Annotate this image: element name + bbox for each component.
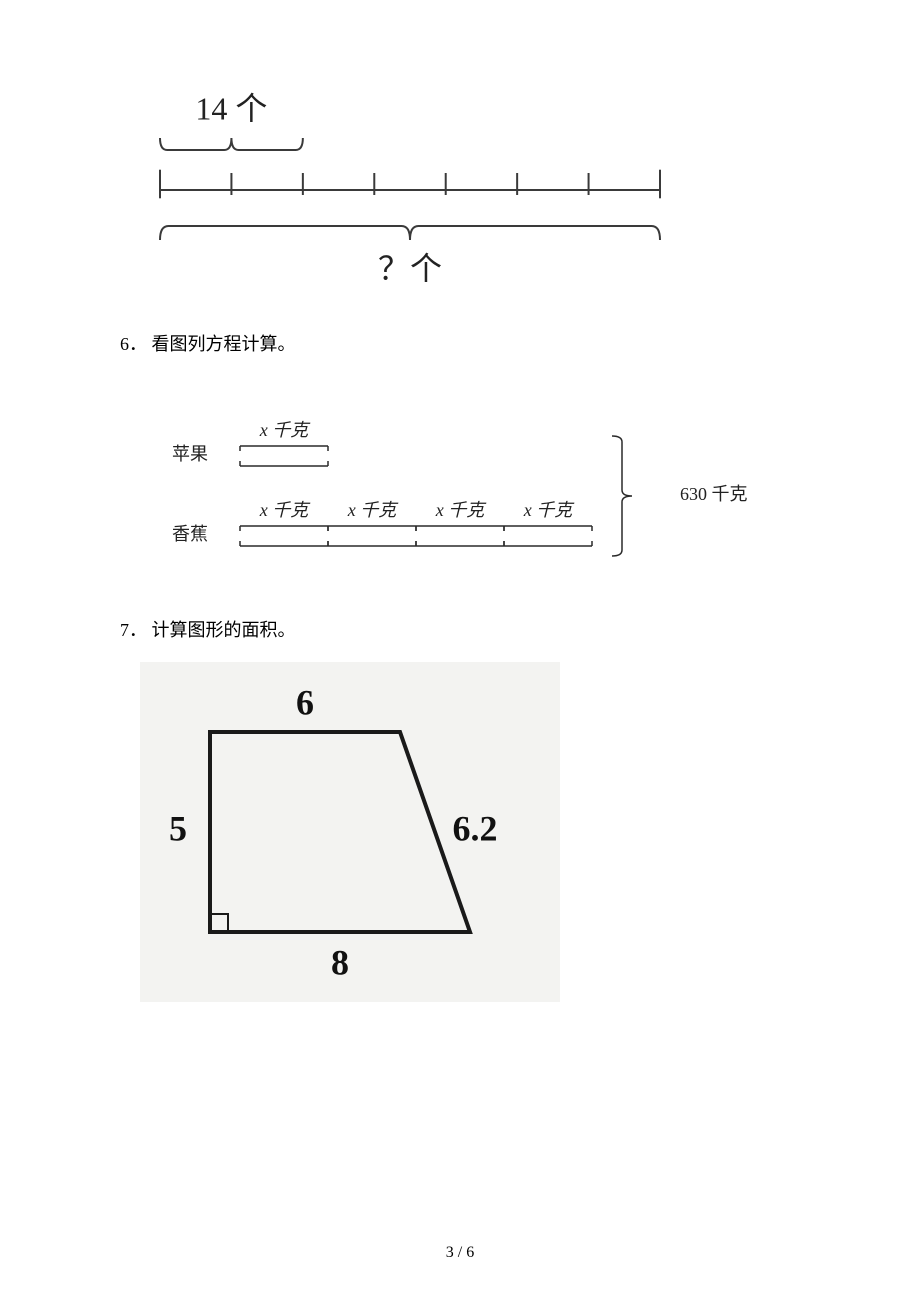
svg-text:5: 5: [169, 808, 187, 848]
svg-text:x 千克: x 千克: [259, 500, 311, 520]
svg-text:x 千克: x 千克: [347, 500, 399, 520]
svg-text:苹果: 苹果: [172, 444, 208, 464]
q6-bar-diagram: 苹果香蕉 x 千克 x 千克 x 千克 x 千克 x 千克 630 千克: [150, 376, 770, 576]
q6-text: 看图列方程计算。: [152, 334, 296, 354]
svg-text:x 千克: x 千克: [435, 500, 487, 520]
q7-text: 计算图形的面积。: [152, 620, 296, 640]
svg-text:630 千克: 630 千克: [680, 484, 748, 504]
svg-text:x 千克: x 千克: [259, 420, 311, 440]
svg-text:6: 6: [296, 682, 314, 722]
svg-text:14 个: 14 个: [195, 90, 267, 126]
svg-text:8: 8: [331, 942, 349, 982]
svg-text:x 千克: x 千克: [523, 500, 575, 520]
q6-prompt: 6． 看图列方程计算。: [120, 330, 800, 356]
svg-text:？个: ？个: [378, 250, 442, 286]
q7-prompt: 7． 计算图形的面积。: [120, 616, 800, 642]
svg-text:6.2: 6.2: [453, 808, 498, 848]
q6-number: 6．: [120, 334, 147, 354]
page-footer: 3 / 6: [0, 1244, 920, 1262]
q5-bracket-diagram: 14 个 ？个: [130, 60, 690, 300]
q7-number: 7．: [120, 620, 147, 640]
svg-text:香蕉: 香蕉: [172, 524, 208, 544]
page-number: 3 / 6: [446, 1244, 474, 1261]
q7-trapezoid-diagram: 6 8 5 6.2: [140, 662, 560, 1002]
